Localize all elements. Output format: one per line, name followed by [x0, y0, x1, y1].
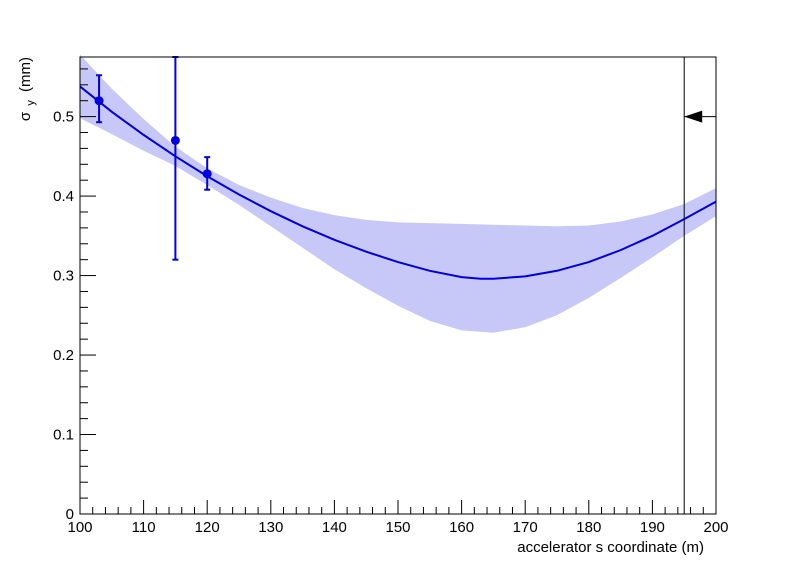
measurement-points-layer — [94, 56, 212, 261]
x-tick-label: 160 — [449, 519, 474, 536]
y-axis: 0 0.1 0.2 0.3 0.4 0.5 — [53, 68, 96, 523]
confidence-band — [80, 54, 716, 333]
y-tick-label: 0.5 — [53, 109, 74, 126]
x-tick-label: 110 — [132, 519, 156, 536]
x-axis: 100 110 120 130 140 150 160 170 180 190 200 — [67, 500, 729, 536]
y-axis-title-subscript: y — [25, 100, 37, 106]
x-axis-title: accelerator s coordinate (m) — [517, 539, 704, 556]
y-axis-title-unit: (mm) — [17, 57, 34, 92]
x-tick-label: 180 — [576, 519, 601, 536]
y-tick-label: 0.3 — [53, 268, 74, 285]
data-point-0 — [94, 96, 104, 106]
x-tick-label: 120 — [195, 519, 220, 536]
y-tick-label: 0.1 — [53, 427, 74, 444]
y-tick-label: 0.4 — [53, 188, 74, 205]
fit-curve-layer — [79, 85, 717, 280]
fit-curve — [79, 85, 717, 280]
marker-arrow-head — [684, 110, 703, 123]
x-tick-label: 140 — [322, 519, 347, 536]
marker-line-layer — [683, 57, 716, 514]
x-tick-label: 150 — [385, 519, 410, 536]
x-tick-label: 170 — [513, 519, 538, 536]
x-tick-label: 200 — [703, 519, 728, 536]
x-tick-label: 100 — [67, 519, 92, 536]
x-tick-label: 190 — [640, 519, 665, 536]
confidence-band-layer — [80, 54, 716, 333]
y-axis-title-symbol: σ — [17, 111, 34, 121]
data-point-2 — [202, 169, 212, 179]
y-tick-label: 0 — [66, 506, 74, 523]
y-axis-title: σ y (mm) — [17, 57, 38, 121]
x-tick-label: 130 — [258, 519, 283, 536]
data-point-1 — [170, 135, 180, 145]
y-tick-label: 0.2 — [53, 347, 74, 364]
